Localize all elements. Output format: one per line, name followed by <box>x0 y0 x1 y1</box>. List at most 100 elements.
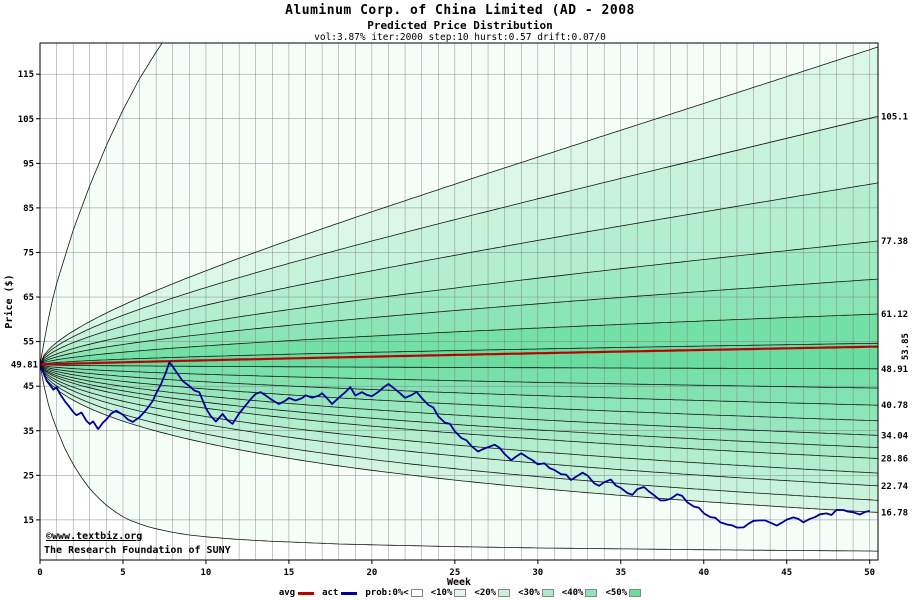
x-tick-label: 40 <box>698 568 709 578</box>
legend-color-swatch <box>629 589 642 597</box>
quantile-curve <box>40 364 878 389</box>
quantile-end-label: 22.74 <box>881 482 909 492</box>
y-tick-label: 25 <box>23 471 34 481</box>
prob-band <box>40 364 878 513</box>
quantile-end-label: 77.38 <box>881 237 908 247</box>
y-tick-label: 15 <box>23 516 34 526</box>
legend-color-swatch <box>585 589 598 597</box>
watermark-url[interactable]: ©www.textbiz.org <box>46 530 142 542</box>
y-tick-label: 75 <box>23 248 34 258</box>
prob-band <box>40 241 878 365</box>
prob-band <box>40 279 878 365</box>
prob-band <box>40 364 878 406</box>
x-tick-label: 10 <box>201 568 212 578</box>
prob-band <box>40 364 878 436</box>
quantile-curve <box>40 182 878 365</box>
axes: 0 5 10 15 20 25 30 35 40 45 50 15 25 35 45 55 65 75 85 95 10… <box>3 70 875 588</box>
y-tick-label: 45 <box>23 382 34 392</box>
gridlines <box>40 43 878 560</box>
legend-color-swatch <box>541 589 554 597</box>
legend-item-20: <20% <box>474 588 511 598</box>
quantile-curve <box>40 115 878 365</box>
quantile-curve <box>40 364 878 487</box>
legend-label: avg <box>278 588 296 598</box>
prob-band <box>40 182 878 365</box>
legend-color-swatch <box>410 589 423 597</box>
legend-label: <30% <box>518 588 540 598</box>
quantile-curve <box>40 364 878 513</box>
prob-band <box>40 364 878 486</box>
prob-band <box>40 364 878 421</box>
quantile-curve <box>40 364 878 422</box>
legend-label: prob:0%< <box>365 588 409 598</box>
x-axis-title: Week <box>447 577 471 588</box>
legend-item-40: <40% <box>562 588 598 598</box>
legend-label: <10% <box>430 588 453 598</box>
x-tick-label: 5 <box>120 568 125 578</box>
x-tick-label: 20 <box>366 568 377 578</box>
x-tick-label: 0 <box>37 568 42 578</box>
avg-end-label: 53.85 <box>901 333 911 360</box>
prob-band <box>40 364 878 448</box>
quantile-curve <box>40 278 878 366</box>
quantile-end-label: 61.12 <box>881 310 908 320</box>
quantile-curve <box>40 313 878 366</box>
prob-band <box>40 116 878 365</box>
prob-band <box>40 47 878 365</box>
simulation-params: vol:3.87% iter:2000 step:10 hurst:0.57 d… <box>314 32 606 43</box>
x-tick-label: 45 <box>781 568 792 578</box>
quantile-end-label: 34.04 <box>881 431 909 441</box>
quantile-curve <box>40 364 878 501</box>
y-tick-label: 65 <box>23 293 34 303</box>
y-tick-label: 85 <box>23 204 34 214</box>
right-edge-labels: 105.1 77.38 61.12 48.91 40.78 34.04 28.86 22.74… <box>881 112 911 518</box>
x-tick-label: 35 <box>615 568 626 578</box>
chart-title: Aluminum Corp. of China Limited (AD - 20… <box>285 3 635 18</box>
watermark-org: The Research Foundation of SUNY <box>44 544 231 556</box>
quantile-curve <box>40 240 878 365</box>
legend-line-sample <box>298 591 315 595</box>
y-tick-label: 115 <box>18 70 34 80</box>
legend-item-avg: avg <box>278 588 315 598</box>
quantile-end-label: 28.86 <box>881 455 908 465</box>
prob-band <box>40 364 878 474</box>
actual-price-line <box>40 361 870 529</box>
prob-band <box>40 364 878 501</box>
x-tick-label: 30 <box>532 568 543 578</box>
legend-color-swatch <box>454 589 467 597</box>
prob-band <box>40 314 878 365</box>
x-tick-label: 15 <box>283 568 294 578</box>
plot-border <box>39 42 879 561</box>
legend-label: <50% <box>605 588 628 598</box>
avg-line <box>40 345 878 366</box>
quantile-curve <box>40 342 878 366</box>
legend-line-sample <box>341 591 358 595</box>
legend-item-10: <10% <box>431 588 467 598</box>
legend-item-50: <50% <box>605 588 642 598</box>
quantile-curve <box>40 364 878 370</box>
y-tick-label: 35 <box>23 427 34 437</box>
legend-label: <20% <box>474 588 497 598</box>
legend-item-act: act <box>322 588 358 598</box>
x-tick-label: 50 <box>864 568 875 578</box>
chart-subtitle: Predicted Price Distribution <box>367 19 553 32</box>
quantile-curve <box>40 46 878 365</box>
legend-label: act <box>322 588 339 598</box>
y-tick-label: 55 <box>23 338 34 348</box>
prob-band <box>40 43 878 365</box>
probability-bands <box>40 43 878 552</box>
quantile-curves <box>40 43 878 552</box>
quantile-curve <box>40 364 878 474</box>
legend-color-swatch <box>498 589 511 597</box>
y-tick-label: 95 <box>23 159 34 169</box>
legend: avg act prob:0%< <10% <20% <30% <40% <50% <box>0 588 920 598</box>
y-axis-title: Price ($) <box>3 274 15 328</box>
legend-item-prob0: prob:0%< <box>365 588 423 598</box>
quantile-curve <box>40 364 878 436</box>
quantile-curve <box>40 364 878 459</box>
quantile-curve <box>40 364 878 406</box>
prob-band <box>40 364 878 459</box>
prob-band <box>40 364 878 552</box>
quantile-curve <box>40 364 878 552</box>
quantile-end-label: 48.91 <box>881 365 908 375</box>
